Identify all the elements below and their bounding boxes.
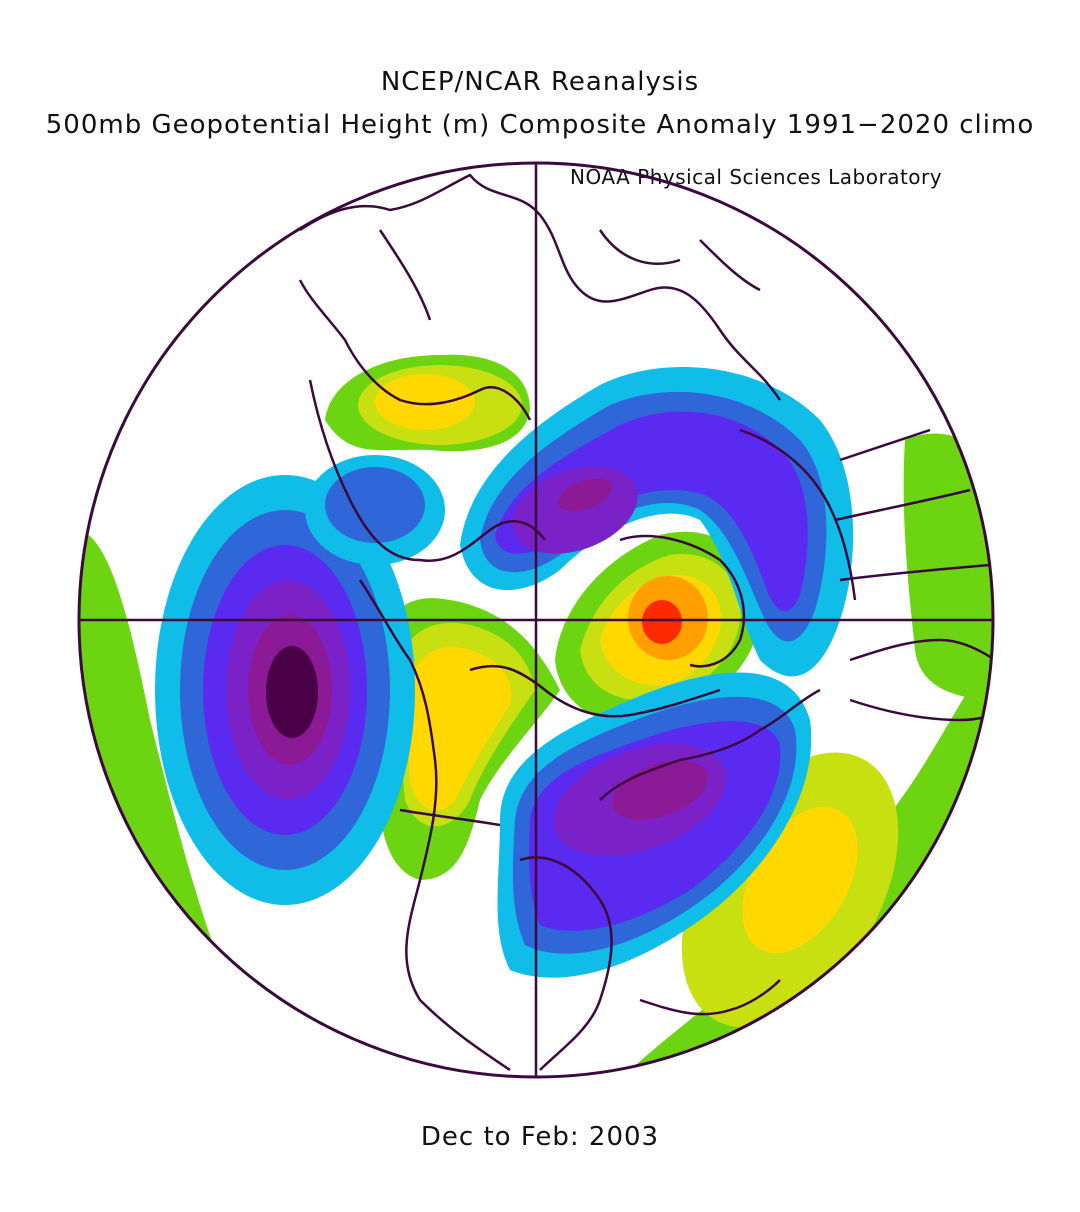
credit-label: NOAA Physical Sciences Laboratory [570,165,943,189]
arctic-trough [460,367,854,677]
globe-boundary [77,161,995,1079]
anomaly-field [79,354,993,1077]
title-line-1: NCEP/NCAR Reanalysis [380,67,700,97]
coastlines [298,173,993,1072]
east-america-trough [497,672,812,978]
greenland-ridge [555,531,760,725]
graticule [79,163,993,1077]
title-line-2: 500mb Geopotential Height (m) Composite … [45,110,1035,140]
period-label: Dec to Feb: 2003 [420,1122,660,1152]
north-pacific-ridge [325,354,530,452]
north-pacific-trough [155,475,415,905]
alaska-trough [305,455,445,565]
west-america-ridge [378,598,560,880]
